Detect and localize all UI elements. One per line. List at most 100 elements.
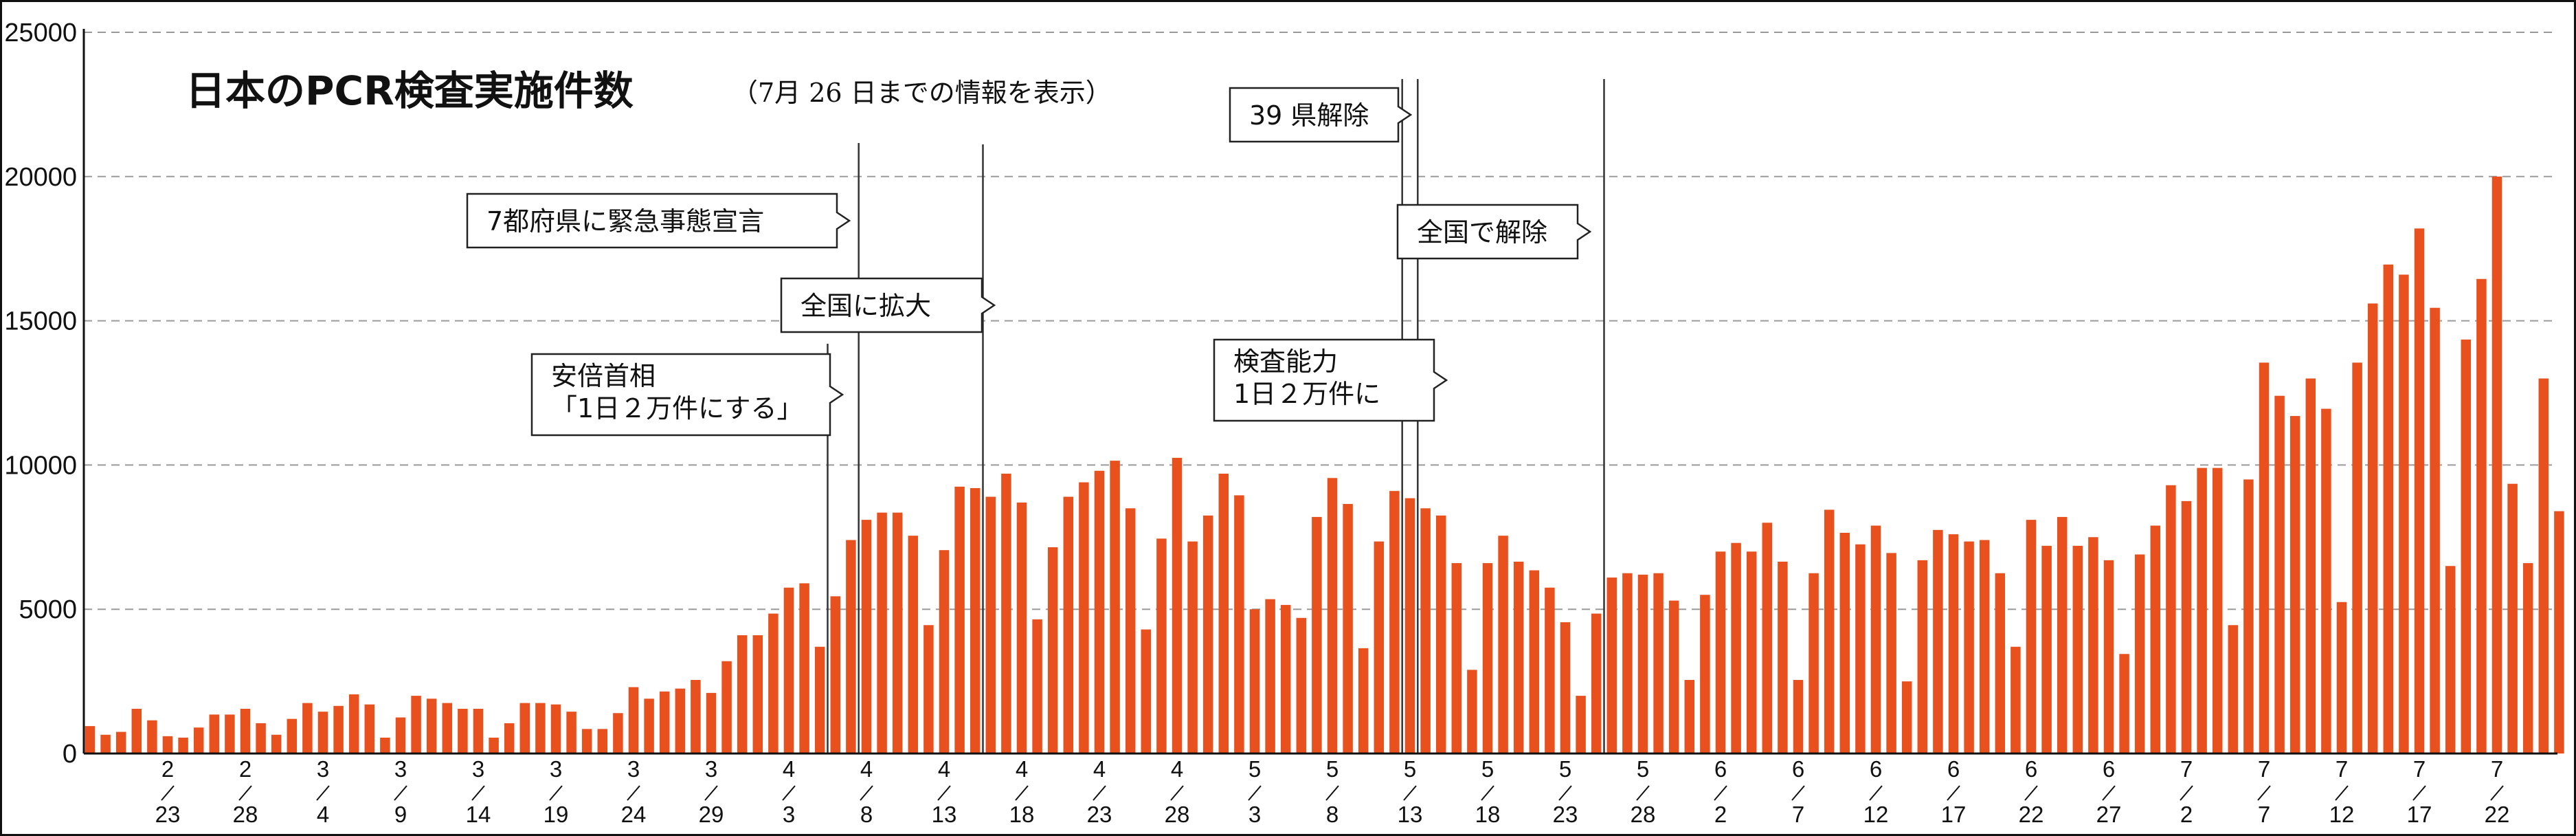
x-tick-slash (860, 785, 873, 801)
bar (1296, 617, 1307, 754)
callout-text: 「1日２万件にする」 (551, 393, 803, 424)
x-tick-month: 4 (1093, 756, 1106, 782)
x-tick-slash (161, 785, 175, 801)
bar (1933, 529, 1943, 754)
bar (333, 705, 344, 754)
x-tick-label: 4 23 (1087, 756, 1112, 827)
x-tick-label: 43 (782, 756, 796, 827)
bar (2461, 339, 2472, 754)
bar (846, 540, 856, 754)
bar (659, 691, 670, 754)
bar (2491, 176, 2502, 754)
x-tick-day: 17 (2407, 802, 2432, 827)
x-tick-month: 3 (550, 756, 562, 782)
x-tick-month: 6 (2103, 756, 2115, 782)
bar (830, 596, 841, 754)
x-tick-slash (549, 785, 563, 801)
x-tick-label: 7 12 (2329, 756, 2355, 827)
bar (504, 723, 515, 754)
bar (380, 737, 390, 754)
x-tick-slash (1015, 785, 1029, 801)
y-tick-label: 10000 (4, 451, 77, 480)
bar (892, 512, 903, 754)
x-tick-day: 23 (1553, 802, 1578, 827)
y-tick-label: 0 (63, 740, 77, 769)
bar (395, 717, 406, 754)
x-tick-label: 5 23 (1553, 756, 1578, 827)
bar (2507, 483, 2518, 754)
bar (489, 737, 499, 754)
bar (2228, 625, 2239, 754)
bar (131, 708, 142, 754)
y-tick-label: 20000 (4, 163, 77, 192)
x-tick-day: 27 (2096, 802, 2122, 827)
x-tick-label: 4 18 (1009, 756, 1035, 827)
bar (783, 587, 794, 754)
bar (1482, 563, 1493, 754)
gridlines (84, 32, 2557, 610)
bar (1079, 482, 1089, 754)
x-tick-slash (1947, 785, 1960, 801)
x-tick-day: 23 (1087, 802, 1112, 827)
bars (85, 176, 2564, 754)
x-tick-label: 72 (2180, 756, 2193, 827)
x-tick-slash (2180, 785, 2193, 801)
bar (877, 512, 887, 754)
x-tick-label: 5 13 (1398, 756, 1423, 827)
x-tick-day: 28 (1631, 802, 1656, 827)
x-tick-month: 5 (1559, 756, 1571, 782)
bar (1312, 516, 1322, 754)
bar (2243, 479, 2254, 754)
bar (613, 713, 623, 754)
bar (178, 737, 188, 754)
x-tick-slash (1403, 785, 1417, 801)
bar (1032, 619, 1042, 754)
bar (954, 486, 965, 754)
x-tick-day: 13 (1398, 802, 1423, 827)
bar (100, 734, 111, 754)
bar (970, 487, 981, 754)
bar (1700, 595, 1710, 754)
bar (317, 712, 328, 754)
bar (162, 736, 173, 754)
bar (1001, 473, 1011, 754)
x-tick-month: 5 (1404, 756, 1416, 782)
bar (1855, 544, 1866, 754)
x-tick-label: 5 28 (1631, 756, 1656, 827)
bar (426, 698, 437, 754)
bar (2088, 537, 2098, 754)
bar (1156, 538, 1167, 754)
bar (1870, 525, 1881, 754)
bar (1948, 534, 1959, 754)
x-tick-month: 2 (239, 756, 251, 782)
bar (2367, 303, 2378, 754)
x-tick-month: 7 (2258, 756, 2270, 782)
bar (411, 696, 421, 754)
x-tick-day: 18 (1475, 802, 1501, 827)
bar (861, 520, 872, 754)
x-tick-slash (1481, 785, 1494, 801)
x-tick-slash (2102, 785, 2116, 801)
x-tick-month: 6 (1870, 756, 1882, 782)
bar (1653, 573, 1664, 754)
x-tick-day: 2 (1714, 802, 1727, 827)
x-tick-month: 2 (161, 756, 174, 782)
bar (364, 704, 375, 754)
bar (2011, 646, 2021, 754)
chart-subtitle: （7月 26 日までの情報を表示） (732, 78, 1112, 108)
bar (2538, 378, 2549, 754)
bar (1668, 600, 1679, 754)
bar (1498, 536, 1508, 754)
bar (1808, 573, 1819, 754)
bar (2041, 545, 2052, 754)
x-tick-label: 58 (1325, 756, 1339, 827)
x-tick-month: 5 (1481, 756, 1494, 782)
x-tick-label: 62 (1714, 756, 1727, 827)
x-tick-day: 23 (155, 802, 181, 827)
bar (721, 661, 732, 754)
x-tick-label: 4 13 (932, 756, 957, 827)
annotations: 39 県解除 7都府県に緊急事態宣言 全国で解除全国に拡大安倍首相「1日２万件にする… (466, 87, 1592, 437)
bar (1637, 574, 1648, 754)
